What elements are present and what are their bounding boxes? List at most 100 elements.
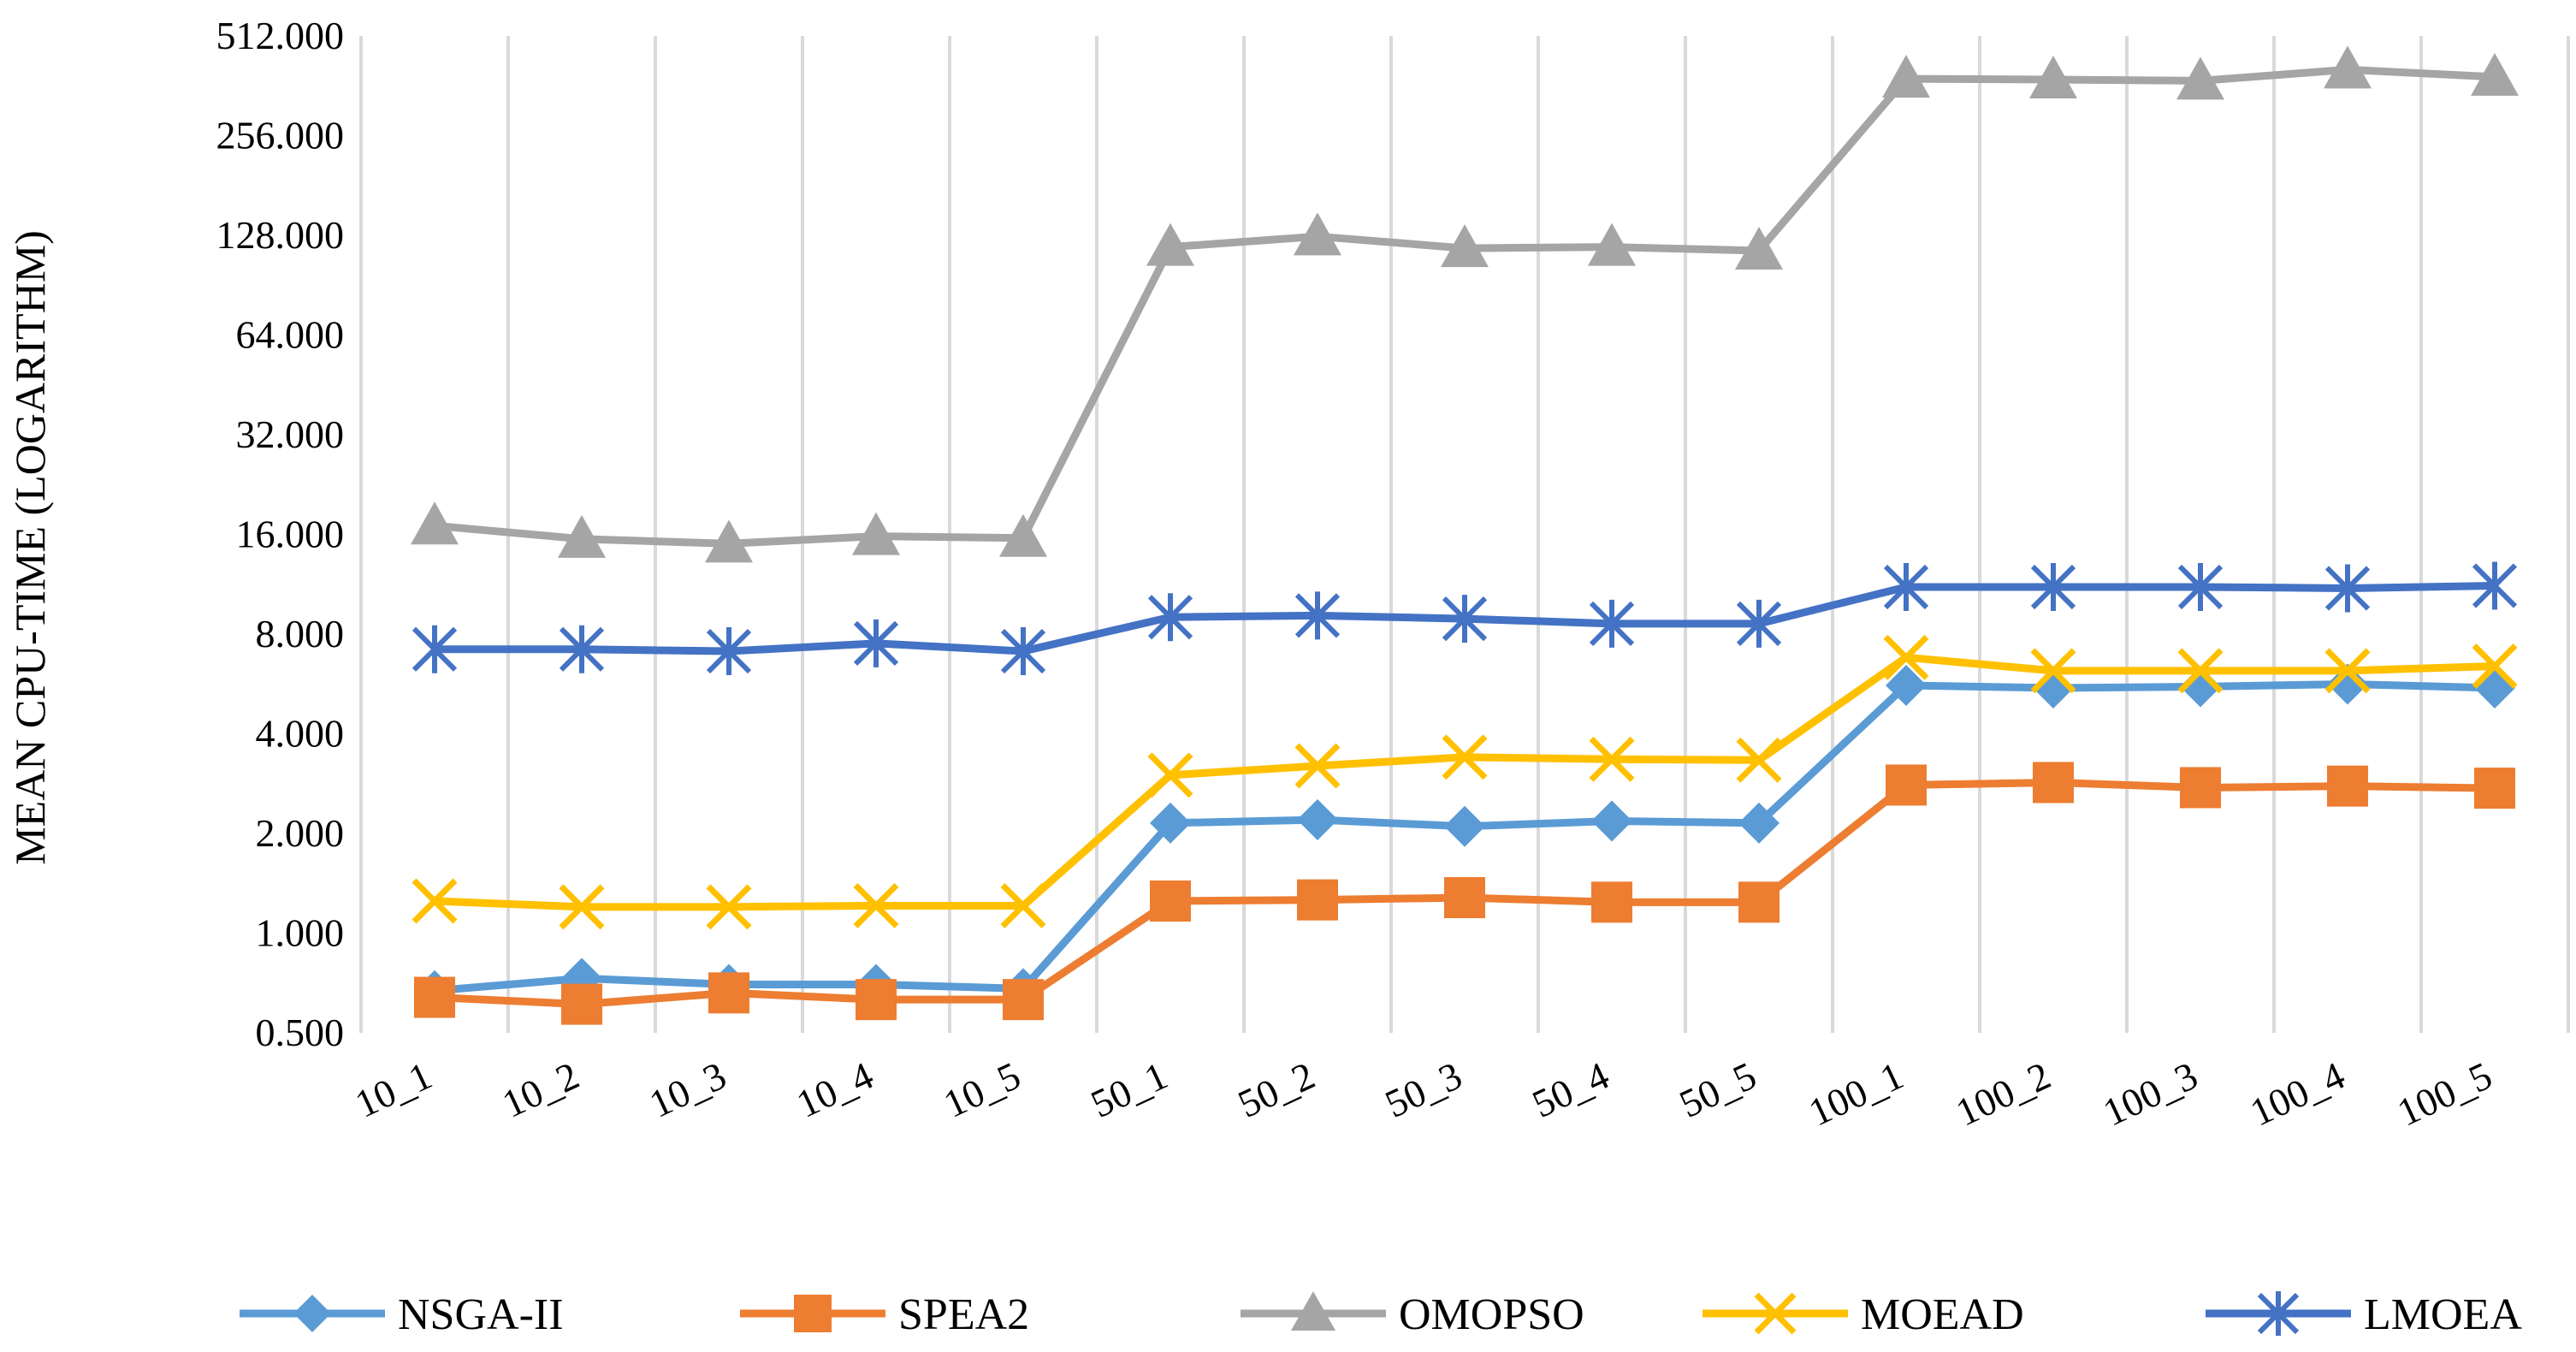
data-point-moead bbox=[1000, 882, 1046, 928]
data-point-nsga-ii bbox=[2180, 666, 2221, 708]
data-point-lmoea bbox=[2030, 562, 2076, 611]
y-tick-label: 128.000 bbox=[216, 213, 345, 257]
data-point-lmoea bbox=[2324, 564, 2371, 613]
data-point-moead bbox=[1294, 743, 1341, 789]
series-omopso bbox=[411, 45, 2519, 563]
data-point-spea2 bbox=[856, 979, 897, 1021]
y-tick-label: 512.000 bbox=[216, 14, 345, 57]
y-axis-ticks: 0.500 1.000 2.000 4.000 8.000 16.000 32.000 64.… bbox=[216, 14, 345, 1054]
data-point-moead bbox=[1736, 737, 1782, 783]
data-point-moead bbox=[1883, 634, 1929, 680]
data-point-spea2 bbox=[414, 976, 455, 1018]
data-point-spea2 bbox=[561, 983, 602, 1025]
legend-marker bbox=[2257, 1291, 2300, 1336]
data-point-omopso bbox=[2471, 52, 2519, 96]
series-lmoea bbox=[412, 561, 2518, 676]
data-point-lmoea bbox=[1000, 627, 1046, 676]
data-point-nsga-ii bbox=[1444, 805, 1485, 847]
legend-marker bbox=[1291, 1291, 1335, 1331]
data-point-lmoea bbox=[1589, 599, 1635, 648]
data-point-omopso bbox=[1882, 55, 1930, 98]
legend-item-lmoea[interactable]: LMOEA bbox=[2206, 1290, 2522, 1339]
data-point-omopso bbox=[1735, 227, 1783, 270]
data-point-moead bbox=[2177, 648, 2224, 694]
data-point-moead bbox=[2030, 648, 2076, 694]
data-point-omopso bbox=[2176, 56, 2224, 100]
data-point-moead bbox=[559, 884, 605, 930]
data-point-moead bbox=[412, 878, 458, 924]
data-point-lmoea bbox=[1883, 562, 1929, 611]
data-point-spea2 bbox=[1886, 764, 1927, 806]
y-tick-label: 4.000 bbox=[256, 712, 345, 756]
series-spea2 bbox=[414, 762, 2515, 1025]
data-point-omopso bbox=[2324, 45, 2372, 89]
data-point-moead bbox=[2324, 648, 2371, 694]
data-point-omopso bbox=[1441, 224, 1489, 268]
legend-marker bbox=[293, 1295, 331, 1332]
data-point-nsga-ii bbox=[1738, 802, 1780, 844]
data-point-omopso bbox=[2029, 55, 2077, 98]
legend-label: NSGA-II bbox=[398, 1290, 564, 1339]
data-point-omopso bbox=[558, 514, 606, 558]
y-axis-title: MEAN CPU-TIME (LOGARITHM) bbox=[6, 230, 54, 865]
data-point-spea2 bbox=[2327, 765, 2368, 807]
data-point-omopso bbox=[705, 519, 753, 563]
data-point-omopso bbox=[999, 513, 1047, 557]
data-point-lmoea bbox=[559, 625, 605, 673]
data-point-moead bbox=[1442, 734, 1488, 780]
data-point-spea2 bbox=[1738, 881, 1780, 923]
data-point-omopso bbox=[1146, 222, 1194, 266]
data-point-nsga-ii bbox=[1886, 664, 1927, 706]
legend-item-omopso[interactable]: OMOPSO bbox=[1241, 1290, 1584, 1339]
data-point-nsga-ii bbox=[1297, 798, 1338, 840]
data-point-spea2 bbox=[2474, 768, 2515, 809]
data-point-lmoea bbox=[1294, 591, 1341, 640]
data-point-omopso bbox=[411, 501, 459, 545]
data-point-lmoea bbox=[853, 619, 899, 667]
y-tick-label: 16.000 bbox=[236, 513, 345, 556]
data-point-lmoea bbox=[1736, 599, 1782, 648]
legend-label: SPEA2 bbox=[898, 1290, 1029, 1339]
legend-label: OMOPSO bbox=[1399, 1290, 1584, 1339]
data-point-moead bbox=[706, 884, 752, 930]
y-tick-label: 8.000 bbox=[256, 612, 345, 655]
legend: NSGA-II SPEA2 OMOPSO MOEAD LMOEA bbox=[240, 1290, 2522, 1339]
data-point-spea2 bbox=[1150, 880, 1191, 922]
data-point-lmoea bbox=[1147, 593, 1193, 642]
data-point-spea2 bbox=[1297, 879, 1338, 921]
data-point-spea2 bbox=[1003, 979, 1044, 1021]
legend-item-moead[interactable]: MOEAD bbox=[1703, 1290, 2024, 1339]
data-point-spea2 bbox=[2180, 767, 2221, 809]
data-point-nsga-ii bbox=[1150, 802, 1191, 844]
data-point-omopso bbox=[1294, 212, 1341, 256]
y-tick-label: 0.500 bbox=[256, 1011, 345, 1054]
y-tick-label: 2.000 bbox=[256, 811, 345, 855]
data-point-lmoea bbox=[2177, 562, 2224, 611]
data-point-spea2 bbox=[2033, 762, 2074, 803]
data-point-moead bbox=[1589, 736, 1635, 782]
series-moead bbox=[412, 634, 2518, 930]
data-point-spea2 bbox=[1591, 881, 1632, 923]
legend-item-spea2[interactable]: SPEA2 bbox=[740, 1290, 1029, 1339]
data-point-moead bbox=[853, 882, 899, 928]
data-point-nsga-ii bbox=[1591, 800, 1632, 842]
data-point-lmoea bbox=[2472, 561, 2518, 610]
legend-item-nsga-ii[interactable]: NSGA-II bbox=[240, 1290, 564, 1339]
y-tick-label: 32.000 bbox=[236, 412, 345, 456]
data-point-lmoea bbox=[706, 627, 752, 676]
y-tick-label: 256.000 bbox=[216, 114, 345, 157]
data-point-omopso bbox=[852, 512, 900, 555]
series-lines bbox=[411, 45, 2519, 1025]
data-point-moead bbox=[1147, 752, 1193, 798]
data-point-spea2 bbox=[708, 972, 749, 1014]
legend-marker bbox=[1754, 1292, 1797, 1335]
data-point-lmoea bbox=[412, 625, 458, 673]
legend-marker bbox=[794, 1295, 832, 1332]
y-tick-label: 1.000 bbox=[256, 911, 345, 955]
legend-label: MOEAD bbox=[1861, 1290, 2024, 1339]
data-point-lmoea bbox=[1442, 595, 1488, 643]
data-point-spea2 bbox=[1444, 877, 1485, 919]
